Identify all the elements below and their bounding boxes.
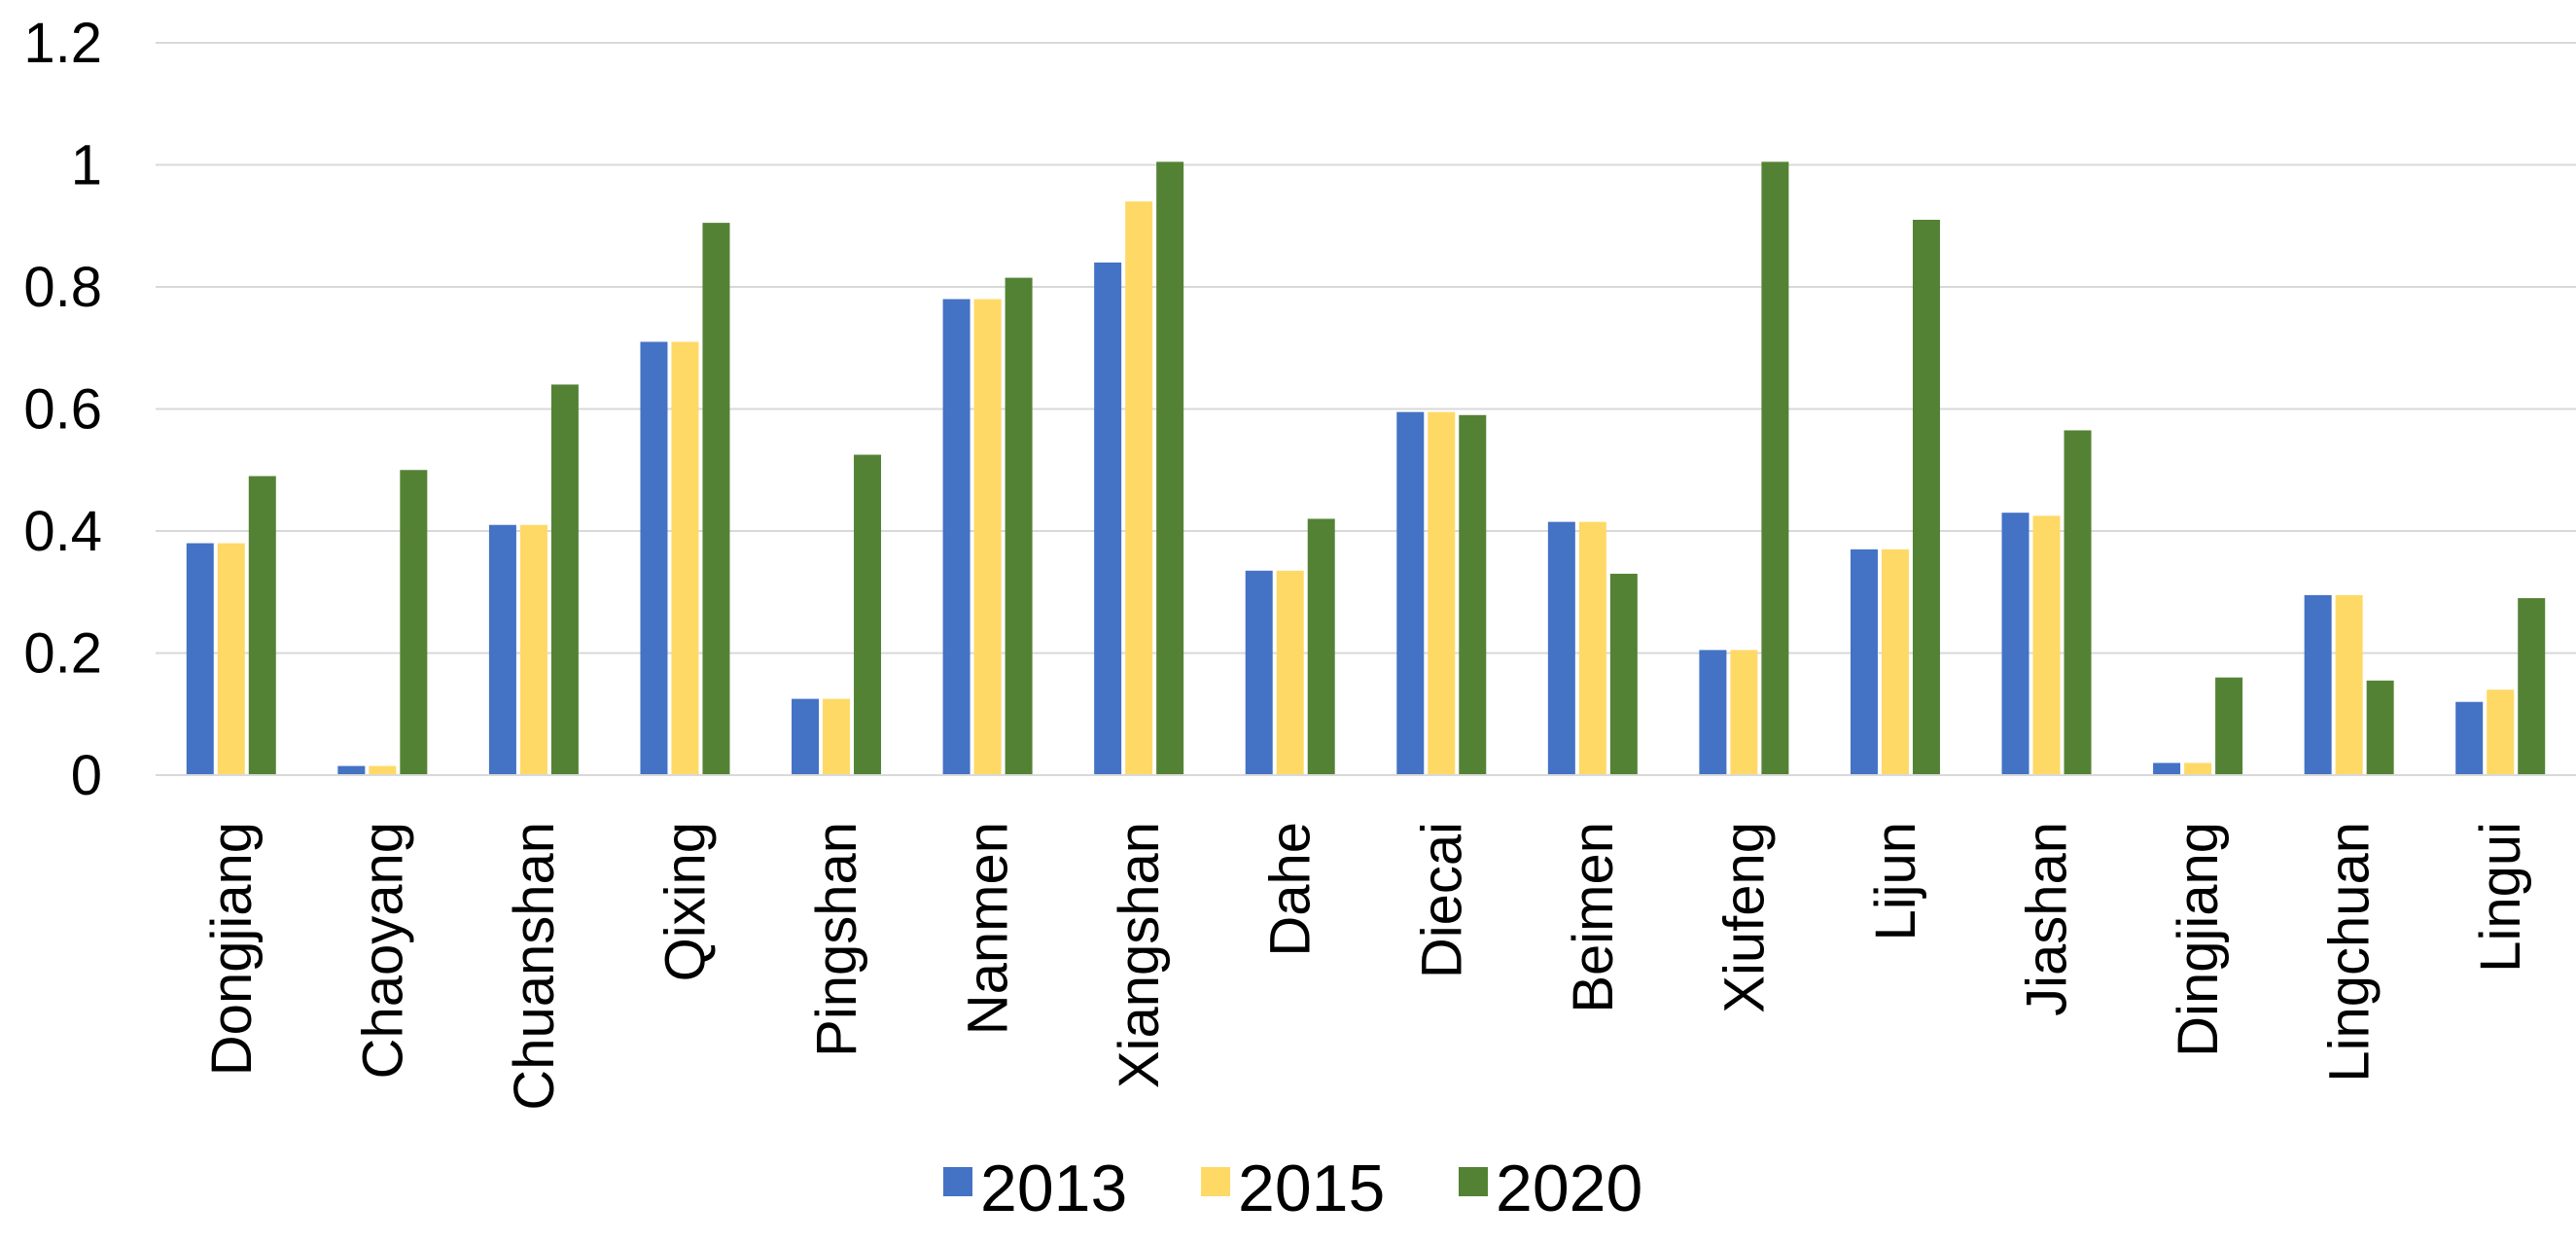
y-axis-ticks: 0 0.2 0.4 0.6 0.8 1 1.2 (23, 12, 102, 807)
bar-2013-chaoyang (337, 765, 366, 775)
legend-swatch-2015 (1201, 1167, 1230, 1196)
bar-2020-xiufeng (1761, 161, 1789, 776)
bar-2013-nanmen (942, 299, 970, 775)
bar-2015-lijun (1881, 549, 1909, 775)
bar-2015-chuanshan (519, 524, 547, 775)
bar-2020-nanmen (1005, 277, 1033, 775)
y-tick-label: 0.4 (23, 500, 102, 563)
legend-label-2013: 2013 (980, 1152, 1127, 1225)
bar-2013-dingjiang (2153, 762, 2181, 775)
bar-2013-lingchuan (2304, 594, 2332, 775)
bar-2020-jiashan (2064, 430, 2092, 775)
x-category-label: Diecai (1410, 822, 1473, 978)
bars (186, 161, 2546, 776)
x-category-label: Chaoyang (351, 822, 414, 1079)
bar-2015-nanmen (973, 299, 1002, 775)
bar-2013-dongjiang (186, 543, 214, 775)
y-tick-label: 1 (71, 134, 102, 197)
bar-2020-chuanshan (550, 384, 579, 775)
bar-2013-pingshan (792, 698, 820, 775)
bar-2020-chaoyang (400, 470, 428, 775)
bar-2013-xiufeng (1699, 650, 1727, 775)
x-category-label: Nanmen (957, 822, 1020, 1035)
legend: 2013 2015 2020 (943, 1152, 1642, 1225)
bar-2013-beimen (1547, 521, 1575, 775)
x-category-label: Dahe (1259, 822, 1323, 957)
bar-2013-xiangshan (1094, 262, 1122, 775)
bar-2013-diecai (1396, 411, 1425, 775)
bar-2020-lingui (2518, 598, 2546, 775)
y-tick-label: 0.2 (23, 622, 102, 686)
x-category-label: Xiangshan (1108, 822, 1171, 1088)
legend-swatch-2020 (1459, 1167, 1488, 1196)
bar-2015-pingshan (823, 698, 851, 775)
bar-2015-xiangshan (1125, 201, 1153, 775)
bar-2020-pingshan (854, 454, 882, 775)
legend-label-2020: 2020 (1496, 1152, 1642, 1225)
x-category-label: Pingshan (805, 822, 868, 1057)
bar-2020-xiangshan (1156, 161, 1184, 776)
bar-2013-qixing (640, 341, 668, 775)
bar-2015-jiashan (2032, 515, 2061, 775)
bar-2020-lingchuan (2366, 680, 2394, 775)
x-category-label: Lingchuan (2318, 822, 2382, 1082)
bar-2015-dingjiang (2184, 762, 2212, 775)
bar-2013-lingui (2455, 701, 2484, 775)
bar-2015-chaoyang (369, 765, 397, 775)
bar-2020-dongjiang (248, 476, 276, 775)
x-category-label: Beimen (1562, 822, 1625, 1013)
x-category-label: Dongjiang (200, 822, 264, 1076)
y-tick-label: 0.8 (23, 256, 102, 319)
bar-2015-dongjiang (217, 543, 245, 775)
bar-2015-beimen (1578, 521, 1606, 775)
x-category-label: Lingui (2469, 822, 2532, 973)
legend-swatch-2013 (943, 1167, 972, 1196)
x-axis-category-labels: Dongjiang Chaoyang Chuanshan Qixing Pingshan… (200, 822, 2532, 1111)
bar-2020-beimen (1609, 573, 1638, 775)
x-category-label: Qixing (653, 822, 717, 981)
bar-2015-lingchuan (2335, 594, 2363, 775)
x-category-label: Chuanshan (503, 822, 566, 1111)
gridlines (156, 42, 2576, 655)
bar-2020-dahe (1307, 518, 1335, 775)
bar-2013-dahe (1245, 570, 1273, 775)
x-category-label: Xiufeng (1712, 822, 1776, 1013)
bar-2020-diecai (1459, 414, 1487, 775)
bar-2015-xiufeng (1730, 650, 1758, 775)
x-category-label: Lijun (1864, 822, 1927, 941)
bar-2013-chuanshan (488, 524, 516, 775)
legend-label-2015: 2015 (1238, 1152, 1385, 1225)
bar-2020-lijun (1912, 219, 1940, 776)
bar-2013-lijun (1850, 549, 1878, 775)
bar-2015-diecai (1428, 411, 1456, 775)
bar-2015-lingui (2487, 690, 2515, 775)
bar-2015-dahe (1276, 570, 1304, 775)
bar-2015-qixing (671, 341, 699, 775)
y-tick-label: 1.2 (23, 12, 102, 75)
y-tick-label: 0.6 (23, 378, 102, 442)
bar-2020-qixing (702, 223, 730, 776)
x-category-label: Jiashan (2016, 822, 2079, 1016)
bar-2013-jiashan (2001, 513, 2029, 775)
bar-2020-dingjiang (2215, 677, 2243, 775)
x-category-label: Dingjiang (2167, 822, 2230, 1057)
y-tick-label: 0 (71, 744, 102, 807)
